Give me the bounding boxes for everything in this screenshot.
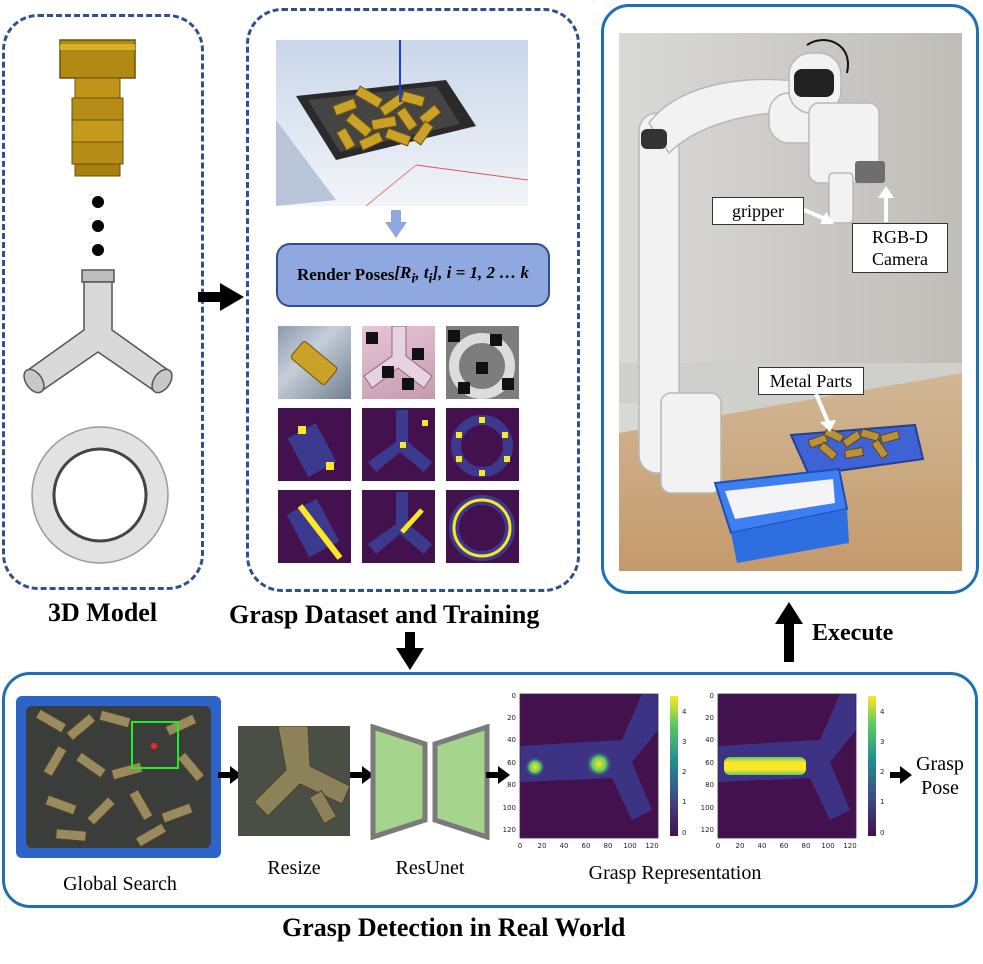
ellipsis-dot [92,220,104,232]
resized-crop-image [238,726,350,836]
grasp-line-map-ring [446,490,519,563]
grasp-representation-label: Grasp Representation [588,862,762,884]
y-tick-label: 80 [705,781,714,789]
resize-label: Resize [267,857,321,879]
y-tick-label: 120 [701,826,714,834]
x-tick-label: 80 [604,842,613,850]
ellipsis-dot [92,196,104,208]
x-tick-label: 100 [623,842,636,850]
arrow-down-icon [396,632,424,670]
x-tick-label: 60 [582,842,591,850]
detection-panel [2,672,978,908]
colorbar-tick: 4 [682,708,687,716]
y-tick-label: 100 [701,804,714,812]
grasp-heatmap-line: 0 20 40 60 80 100 120 0 20 40 60 80 100 … [701,692,885,850]
keypoint-map-ring [446,408,519,481]
keypoint-map-fitting [278,408,351,481]
arrow-icon [878,186,894,222]
x-tick-label: 100 [821,842,834,850]
x-tick-label: 20 [736,842,745,850]
y-tick-label: 120 [503,826,516,834]
grasp-heatmap-keypoints: 0 20 40 60 80 100 120 0 20 40 60 80 100 … [503,692,687,850]
x-tick-label: 40 [758,842,767,850]
render-poses-prefix: Render Poses [296,265,395,284]
render-poses-formula: [Ri, ti], i = 1, 2 … k [394,262,530,287]
grasp-pose-label: Grasp Pose [916,753,964,799]
arrow-icon [814,394,836,432]
ring-model [31,426,169,564]
colorbar-tick: 0 [880,829,884,837]
x-tick-label: 0 [518,842,522,850]
y-tick-label: 60 [507,759,516,767]
arrow-down-icon [385,210,407,238]
render-tile-y-connector [362,326,435,399]
arrow-right-icon [486,766,510,784]
y-tick-label: 60 [705,759,714,767]
camera-label: RGB-D Camera [852,223,948,273]
brass-fitting-model [59,39,136,177]
colorbar-tick: 1 [880,798,884,806]
x-tick-label: 40 [560,842,569,850]
global-search-image [16,696,221,858]
grasp-line-map-y-connector [362,490,435,563]
y-tick-label: 0 [512,692,516,700]
y-connector-model [23,269,173,394]
colorbar-tick: 2 [682,768,686,776]
detection-title: Grasp Detection in Real World [282,913,626,942]
colorbar-tick: 3 [880,738,884,746]
colorbar-tick: 3 [682,738,686,746]
gripper-label: gripper [712,197,804,225]
y-tick-label: 100 [503,804,516,812]
colorbar-tick: 2 [880,768,884,776]
model-title: 3D Model [48,598,158,627]
colorbar-tick: 0 [682,829,686,837]
dataset-panel [246,8,580,592]
arrow-up-icon [775,602,803,662]
x-tick-label: 80 [802,842,811,850]
resunet-label: ResUnet [395,857,465,879]
render-tile-ring [446,326,519,399]
grasp-line-map-fitting [278,490,351,563]
y-tick-label: 40 [705,736,714,744]
render-tile-fitting [278,326,351,399]
colorbar-tick: 1 [682,798,686,806]
arrow-right-icon [350,766,374,784]
x-tick-label: 120 [645,842,658,850]
colorbar-tick: 4 [880,708,885,716]
model-illustrations [23,39,173,564]
arrow-right-icon [218,766,242,784]
robot-panel [601,4,979,594]
y-tick-label: 20 [705,714,714,722]
render-poses-box: Render Poses [Ri, ti], i = 1, 2 … k [276,243,550,307]
y-tick-label: 0 [710,692,714,700]
ellipsis-dot [92,244,104,256]
dataset-title: Grasp Dataset and Training [229,600,540,629]
x-tick-label: 120 [843,842,856,850]
colorbar [868,696,876,836]
x-tick-label: 20 [538,842,547,850]
x-tick-label: 0 [716,842,720,850]
y-tick-label: 80 [507,781,516,789]
resunet-diagram [370,724,490,840]
arrow-icon [804,208,834,224]
y-tick-label: 20 [507,714,516,722]
arrow-right-icon [198,283,244,311]
simulation-scene [276,40,528,206]
global-search-label: Global Search [63,873,177,895]
robot-photo [619,33,962,571]
metal-parts-label: Metal Parts [758,367,864,395]
x-tick-label: 60 [780,842,789,850]
keypoint-map-y-connector [362,408,435,481]
execute-label: Execute [812,620,894,646]
arrow-right-icon [890,766,912,784]
y-tick-label: 40 [507,736,516,744]
colorbar [670,696,678,836]
